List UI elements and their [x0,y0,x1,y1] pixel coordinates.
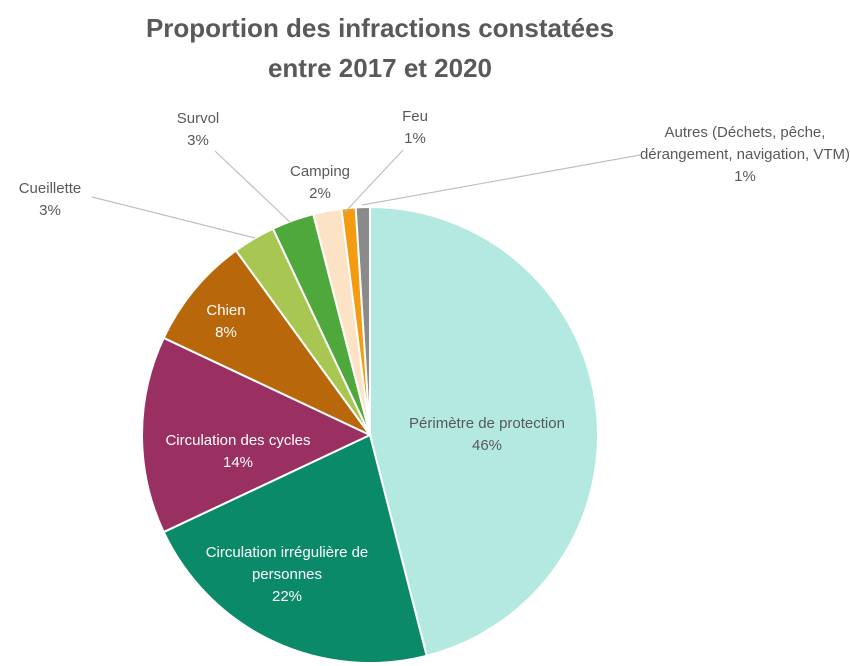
category-label: Autres (Déchets, pêche, dérangement, nav… [639,124,850,163]
pie-slice [162,249,371,436]
category-label: Survol [176,110,220,127]
pie-slice [354,205,371,436]
category-label: Périmètre de protection [409,415,565,432]
slice-label: Camping 2% [275,161,365,205]
value-label: 2% [309,185,331,202]
slice-label: Cueillette 3% [0,178,100,222]
value-label: 3% [187,132,209,149]
slice-label: Périmètre de protection 46% [377,413,597,457]
pie-slice [369,205,599,658]
value-label: 8% [215,324,237,341]
leader-line [91,196,256,239]
value-label: 14% [222,454,254,471]
slice-label: Feu 1% [385,106,445,150]
category-label: Cueillette [18,180,82,197]
category-label: Circulation irrégulière de personnes [205,544,369,583]
leader-line [214,150,291,223]
pie-slice [162,433,428,664]
value-label: 1% [404,130,426,147]
chart-title: Proportion des infractions constatées en… [145,13,615,83]
category-label: Camping [289,163,351,180]
slice-label: Circulation des cycles 14% [138,430,338,474]
slice-label: Autres (Déchets, pêche, dérangement, nav… [630,122,850,188]
leader-line [361,154,641,206]
value-label: 1% [734,168,756,185]
value-label: 46% [471,437,503,454]
slice-label: Circulation irrégulière de personnes 22% [172,542,402,608]
pie-slice [140,336,373,534]
value-label: 3% [39,202,61,219]
category-label: Feu [402,108,428,125]
slice-label: Chien 8% [176,300,276,344]
category-label: Circulation des cycles [165,432,311,449]
slice-label: Survol 3% [158,108,238,152]
value-label: 22% [271,588,303,605]
leader-line [344,149,404,213]
category-label: Chien [206,302,246,319]
